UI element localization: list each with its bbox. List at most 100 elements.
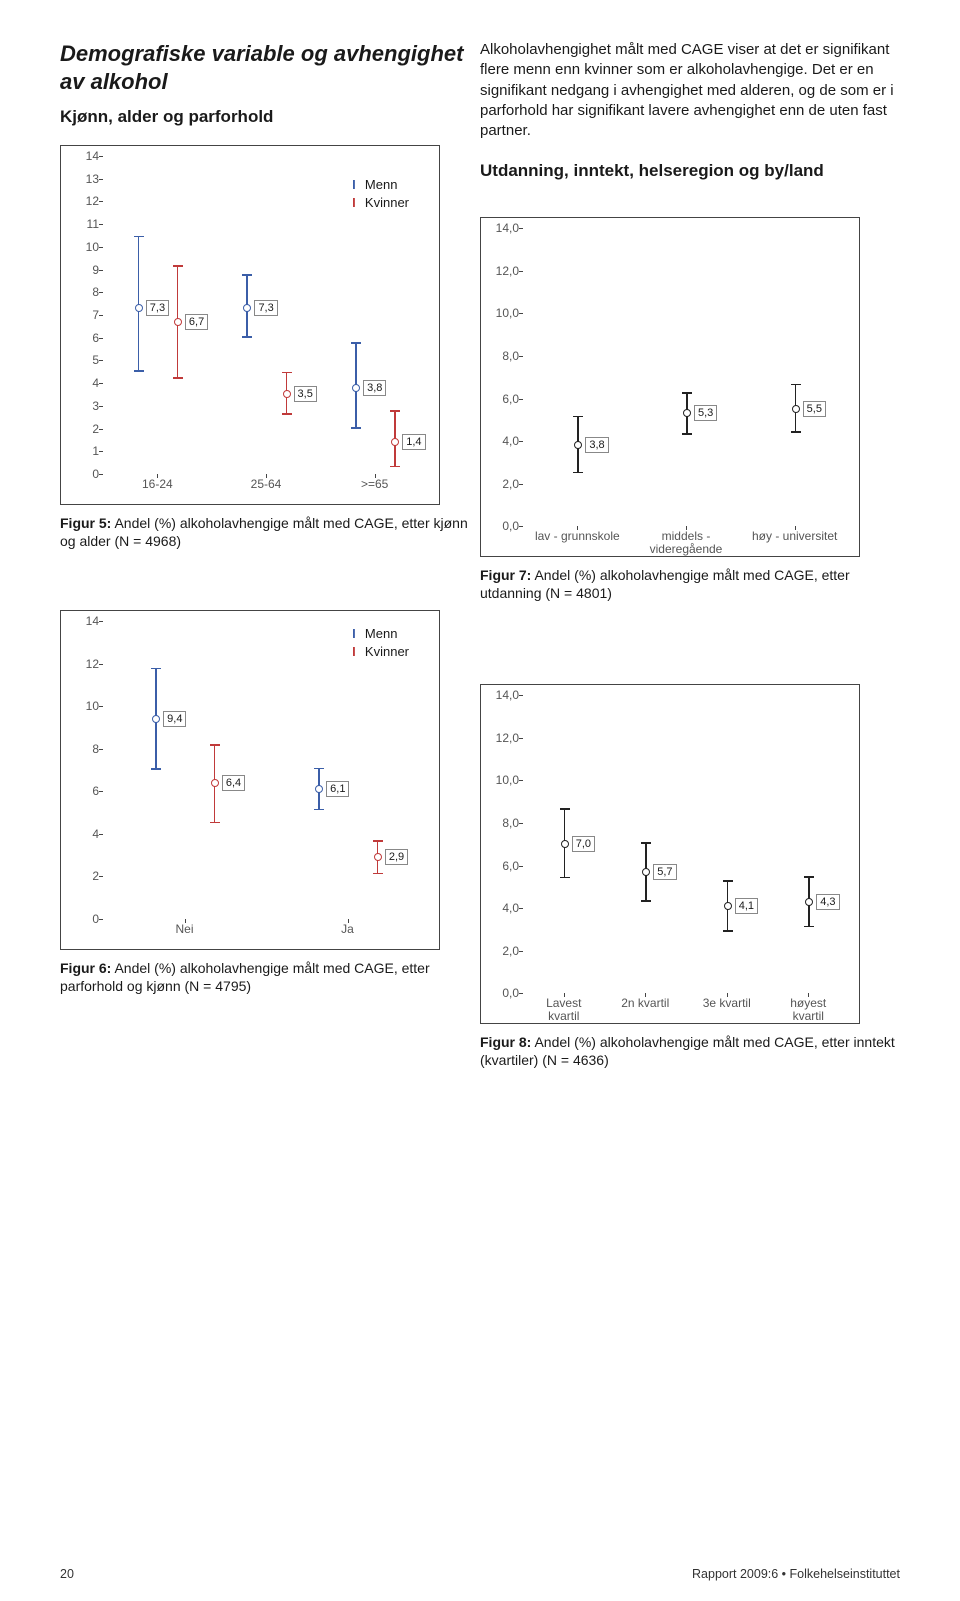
point-marker xyxy=(211,779,219,787)
y-axis-tick-label: 8 xyxy=(92,285,99,299)
point-value-label: 4,3 xyxy=(816,894,839,910)
chart-legend: IMenn IKvinner xyxy=(349,625,409,661)
point-marker xyxy=(561,840,569,848)
point-value-label: 6,1 xyxy=(326,781,349,797)
intro-paragraph: Alkoholavhengighet målt med CAGE viser a… xyxy=(480,40,900,141)
y-axis-tick-label: 2,0 xyxy=(502,477,519,491)
main-title: Demografiske variable og avhengighet av … xyxy=(60,40,480,95)
point-value-label: 7,0 xyxy=(572,836,595,852)
y-axis-tick-label: 7 xyxy=(92,308,99,322)
y-axis-tick-label: 3 xyxy=(92,399,99,413)
y-axis-tick-label: 6,0 xyxy=(502,859,519,873)
point-value-label: 9,4 xyxy=(163,711,186,727)
y-axis-tick-label: 4 xyxy=(92,376,99,390)
y-axis-tick-label: 12,0 xyxy=(496,731,519,745)
point-value-label: 6,7 xyxy=(185,314,208,330)
figure-7-chart: 0,02,04,06,08,010,012,014,0lav - grunnsk… xyxy=(480,217,860,557)
point-value-label: 6,4 xyxy=(222,775,245,791)
y-axis-tick-label: 0 xyxy=(92,912,99,926)
point-value-label: 1,4 xyxy=(402,434,425,450)
confidence-interval: 7,0 xyxy=(564,808,566,878)
x-axis-tick-label: middels -videregående xyxy=(650,530,723,556)
point-value-label: 5,3 xyxy=(694,405,717,421)
y-axis-tick-label: 14 xyxy=(86,614,99,628)
y-axis-tick-label: 13 xyxy=(86,172,99,186)
point-value-label: 4,1 xyxy=(735,898,758,914)
point-value-label: 2,9 xyxy=(385,849,408,865)
confidence-interval: 4,3 xyxy=(808,876,810,927)
confidence-interval: 6,7 xyxy=(177,265,179,379)
point-marker xyxy=(174,318,182,326)
point-value-label: 3,8 xyxy=(363,380,386,396)
confidence-interval: 7,3 xyxy=(246,274,248,338)
figure-7-caption: Figur 7: Andel (%) alkoholavhengige målt… xyxy=(480,567,900,602)
confidence-interval: 5,7 xyxy=(645,842,647,902)
x-axis-tick-label: 25-64 xyxy=(251,478,282,491)
figure-6-caption: Figur 6: Andel (%) alkoholavhengige målt… xyxy=(60,960,480,995)
point-marker xyxy=(805,898,813,906)
confidence-interval: 2,9 xyxy=(377,840,379,874)
figure-8-chart: 0,02,04,06,08,010,012,014,0Lavestkvartil… xyxy=(480,684,860,1024)
y-axis-tick-label: 12,0 xyxy=(496,264,519,278)
y-axis-tick-label: 11 xyxy=(87,217,99,231)
x-axis-tick-label: høyestkvartil xyxy=(790,997,826,1023)
y-axis-tick-label: 8,0 xyxy=(502,349,519,363)
x-axis-tick-label: lav - grunnskole xyxy=(535,530,620,543)
y-axis-tick-label: 0 xyxy=(92,467,99,481)
confidence-interval: 6,1 xyxy=(318,768,320,811)
x-axis-tick-label: 2n kvartil xyxy=(621,997,669,1010)
point-marker xyxy=(792,405,800,413)
y-axis-tick-label: 1 xyxy=(92,444,99,458)
confidence-interval: 1,4 xyxy=(394,410,396,467)
y-axis-tick-label: 4,0 xyxy=(502,901,519,915)
figure-5-caption: Figur 5: Andel (%) alkoholavhengige målt… xyxy=(60,515,480,550)
page-number: 20 xyxy=(60,1567,74,1581)
figure-5-chart: IMenn IKvinner 0123456789101112131416-24… xyxy=(60,145,440,505)
point-marker xyxy=(135,304,143,312)
confidence-interval: 6,4 xyxy=(214,744,216,823)
x-axis-tick-label: >=65 xyxy=(361,478,388,491)
figure-8-caption: Figur 8: Andel (%) alkoholavhengige målt… xyxy=(480,1034,900,1069)
y-axis-tick-label: 4 xyxy=(92,827,99,841)
chart-plot-area xyxy=(523,228,849,526)
page-footer: 20 Rapport 2009:6 • Folkehelseinstitutte… xyxy=(60,1567,900,1581)
x-axis-tick-label: 3e kvartil xyxy=(703,997,751,1010)
y-axis-tick-label: 9 xyxy=(92,263,99,277)
confidence-interval: 9,4 xyxy=(155,668,157,770)
y-axis-tick-label: 5 xyxy=(92,353,99,367)
y-axis-tick-label: 12 xyxy=(86,657,99,671)
x-axis-tick-label: Nei xyxy=(175,923,193,936)
figure-6-chart: IMenn IKvinner 02468101214NeiJa9,46,46,1… xyxy=(60,610,440,950)
y-axis-tick-label: 14,0 xyxy=(496,221,519,235)
legend-kvinner: IKvinner xyxy=(349,643,409,661)
x-axis-tick-label: høy - universitet xyxy=(752,530,837,543)
x-axis-tick-label: 16-24 xyxy=(142,478,173,491)
x-axis-tick-label: Lavestkvartil xyxy=(546,997,581,1023)
chart-legend: IMenn IKvinner xyxy=(349,176,409,212)
y-axis-tick-label: 4,0 xyxy=(502,434,519,448)
y-axis-tick-label: 14,0 xyxy=(496,688,519,702)
y-axis-tick-label: 2 xyxy=(92,422,99,436)
chart-plot-area xyxy=(103,621,429,919)
point-value-label: 3,5 xyxy=(294,386,317,402)
y-axis-tick-label: 12 xyxy=(86,194,99,208)
y-axis-tick-label: 10,0 xyxy=(496,306,519,320)
point-value-label: 7,3 xyxy=(146,300,169,316)
y-axis-tick-label: 6 xyxy=(92,331,99,345)
y-axis-tick-label: 6,0 xyxy=(502,392,519,406)
legend-kvinner: IKvinner xyxy=(349,194,409,212)
confidence-interval: 3,8 xyxy=(577,416,579,473)
confidence-interval: 4,1 xyxy=(727,880,729,931)
y-axis-tick-label: 10 xyxy=(86,240,99,254)
y-axis-tick-label: 6 xyxy=(92,784,99,798)
y-axis-tick-label: 0,0 xyxy=(502,986,519,1000)
point-value-label: 7,3 xyxy=(254,300,277,316)
point-value-label: 5,7 xyxy=(653,864,676,880)
subsection-title: Kjønn, alder og parforhold xyxy=(60,107,480,127)
y-axis-tick-label: 8 xyxy=(92,742,99,756)
legend-menn: IMenn xyxy=(349,176,409,194)
point-value-label: 5,5 xyxy=(803,401,826,417)
confidence-interval: 5,3 xyxy=(686,392,688,435)
x-axis-tick-label: Ja xyxy=(341,923,354,936)
confidence-interval: 3,8 xyxy=(355,342,357,428)
